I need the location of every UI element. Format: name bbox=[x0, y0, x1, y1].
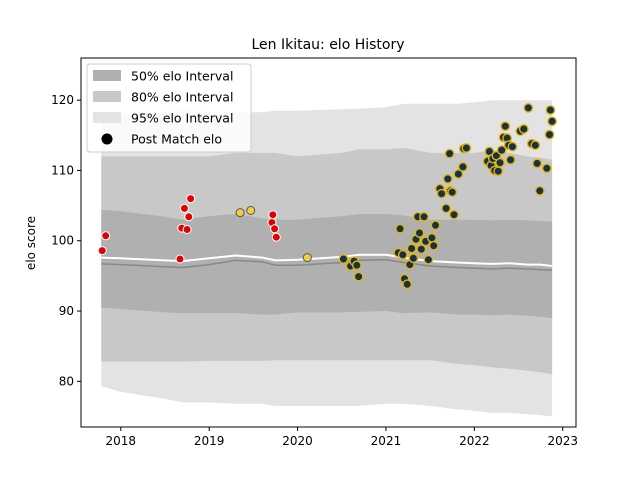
post-match-elo-point bbox=[414, 228, 425, 238]
post-match-elo-point bbox=[351, 260, 362, 271]
post-match-elo-point bbox=[523, 103, 534, 113]
y-tick-label: 90 bbox=[59, 304, 74, 318]
post-match-elo-point bbox=[547, 116, 557, 127]
post-match-elo-point bbox=[544, 129, 555, 140]
post-match-elo-point bbox=[182, 225, 192, 234]
y-tick-label: 100 bbox=[51, 234, 74, 248]
post-match-elo-point bbox=[457, 161, 468, 172]
post-match-elo-point bbox=[179, 203, 189, 213]
y-tick-label: 120 bbox=[51, 93, 74, 107]
post-match-elo-point bbox=[518, 124, 529, 134]
x-tick-label: 2022 bbox=[459, 434, 490, 448]
legend: 50% elo Interval 80% elo Interval 95% elo … bbox=[86, 63, 252, 153]
post-match-elo-point bbox=[268, 210, 278, 220]
legend-band80-swatch bbox=[93, 91, 121, 102]
x-tick-label: 2023 bbox=[547, 434, 578, 448]
post-match-elo-point bbox=[423, 254, 434, 265]
x-tick-label: 2021 bbox=[371, 434, 402, 448]
y-tick-label: 110 bbox=[51, 163, 74, 177]
legend-band95-swatch bbox=[93, 112, 121, 123]
y-axis-label: elo score bbox=[24, 216, 38, 270]
post-match-elo-point bbox=[507, 141, 518, 152]
x-tick-label: 2019 bbox=[194, 434, 225, 448]
legend-label: 80% elo Interval bbox=[131, 90, 233, 105]
plot-frame bbox=[80, 57, 577, 428]
plot-area bbox=[97, 100, 557, 417]
post-match-elo-point bbox=[495, 157, 505, 168]
post-match-elo-point bbox=[270, 224, 280, 234]
median-line bbox=[101, 258, 553, 272]
chart-title: Len Ikitau: elo History bbox=[251, 37, 404, 53]
post-match-elo-point bbox=[442, 173, 453, 184]
post-match-elo-point bbox=[397, 249, 408, 260]
post-match-elo-point bbox=[453, 169, 464, 179]
post-match-elo-point bbox=[430, 220, 441, 231]
post-match-elo-point bbox=[493, 166, 504, 177]
post-match-elo-point bbox=[447, 187, 458, 198]
post-match-elo-point bbox=[101, 231, 111, 241]
legend-label: 95% elo Interval bbox=[131, 111, 233, 126]
legend-frame bbox=[86, 63, 252, 153]
post-match-elo-point bbox=[416, 244, 427, 255]
legend-label: Post Match elo bbox=[131, 132, 222, 147]
post-match-elo-point bbox=[428, 240, 439, 251]
post-match-elo-point bbox=[426, 232, 437, 243]
post-match-elo-point bbox=[545, 105, 556, 115]
post-match-elo-point bbox=[530, 140, 541, 151]
post-match-elo-point bbox=[302, 253, 312, 263]
post-match-elo-point bbox=[496, 145, 507, 156]
post-match-elo-point bbox=[97, 246, 107, 256]
post-match-elo-point bbox=[353, 271, 364, 282]
post-match-elo-point bbox=[271, 232, 281, 242]
legend-band50-swatch bbox=[93, 70, 121, 81]
x-tick-label: 2020 bbox=[282, 434, 313, 448]
post-match-elo-point bbox=[449, 209, 459, 220]
post-match-elo-point bbox=[419, 211, 429, 222]
mean-line bbox=[101, 253, 553, 267]
post-match-elo-point bbox=[534, 185, 545, 196]
post-match-elo-point bbox=[541, 163, 552, 174]
x-tick-label: 2018 bbox=[106, 434, 137, 448]
post-match-elo-point bbox=[235, 208, 245, 218]
post-match-elo-point bbox=[338, 254, 349, 264]
post-match-elo-point bbox=[532, 158, 542, 169]
post-match-elo-point bbox=[408, 253, 419, 264]
post-match-elo-point bbox=[444, 148, 455, 159]
legend-point-swatch bbox=[101, 133, 113, 145]
legend-label: 50% elo Interval bbox=[131, 69, 233, 84]
post-match-elo-point bbox=[461, 143, 472, 153]
post-match-elo-point bbox=[184, 212, 194, 222]
post-match-elo-point bbox=[406, 243, 417, 254]
post-match-elo-point bbox=[436, 188, 447, 199]
post-match-elo-point bbox=[500, 121, 511, 132]
y-tick-label: 80 bbox=[59, 374, 74, 388]
post-match-elo-point bbox=[441, 203, 451, 214]
post-match-elo-point bbox=[246, 206, 256, 215]
post-match-elo-point bbox=[186, 194, 196, 204]
post-match-elo-point bbox=[175, 254, 185, 264]
post-match-elo-point bbox=[402, 279, 413, 290]
post-match-elo-point bbox=[395, 223, 405, 234]
post-match-elo-point bbox=[505, 154, 516, 165]
